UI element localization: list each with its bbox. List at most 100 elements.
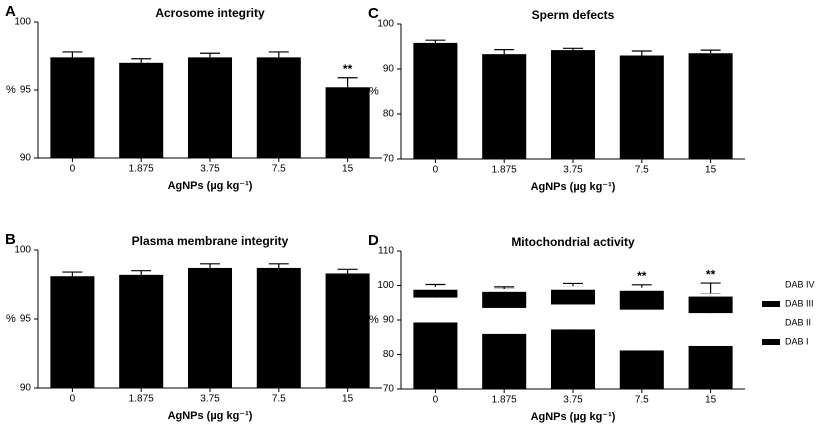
panel: C Sperm defects% AgNPs (µg kg⁻¹) 70 80 90 100 0…	[368, 5, 745, 193]
x-tick-label: 7.5	[635, 165, 649, 176]
x-tick-label: 3.75	[563, 165, 583, 176]
error-bar	[563, 47, 583, 51]
bar	[325, 87, 370, 158]
panel-letter: B	[5, 231, 16, 248]
error-bar	[200, 52, 220, 58]
error-bar	[337, 268, 358, 274]
error-bar	[200, 263, 220, 268]
bar-segment	[482, 307, 527, 334]
error-bar	[563, 282, 583, 287]
bar	[187, 57, 233, 158]
legend-swatch	[762, 282, 780, 288]
x-tick-label: 0	[70, 394, 76, 405]
bar	[50, 276, 95, 388]
panel: B Plasma membrane integrity% AgNPs (µg kg⁻…	[5, 231, 382, 422]
legend-swatch	[762, 320, 780, 326]
y-tick-label: 100	[14, 245, 31, 256]
bar-segment	[413, 297, 458, 323]
bar-segment	[413, 286, 458, 290]
y-tick-label: 90	[383, 315, 395, 326]
y-axis-label: %	[369, 85, 379, 97]
bar-segment	[482, 333, 527, 389]
bar	[256, 267, 301, 388]
x-tick-label: 0	[70, 164, 76, 175]
y-tick-label: 90	[20, 383, 32, 394]
bar-segment	[688, 296, 733, 314]
y-tick-label: 70	[383, 384, 395, 395]
y-axis-label: %	[6, 84, 16, 96]
bar	[119, 274, 164, 388]
bar-segment	[413, 289, 458, 298]
x-tick-label: 1.875	[492, 165, 517, 176]
y-tick-label: 110	[378, 246, 394, 257]
x-tick-label: 1.875	[129, 164, 154, 175]
y-tick-label: 95	[20, 314, 32, 325]
bar	[550, 50, 596, 159]
panel-letter: A	[5, 3, 16, 20]
error-bar	[131, 270, 152, 275]
bar	[619, 55, 664, 159]
error-bar	[62, 51, 83, 58]
y-tick-label: 100	[14, 17, 31, 28]
x-tick-label: 15	[705, 395, 717, 406]
legend-label: DAB I	[785, 336, 809, 346]
error-bar	[62, 271, 83, 277]
x-axis-label: AgNPs (µg kg⁻¹)	[168, 180, 253, 192]
bar-segment	[550, 289, 596, 305]
x-tick-label: 3.75	[563, 395, 583, 406]
bar	[482, 54, 527, 159]
bar-segment	[619, 287, 664, 291]
x-tick-label: 0	[433, 165, 439, 176]
x-tick-label: 1.875	[129, 394, 154, 405]
panel: D Mitochondrial activity% AgNPs (µg kg⁻¹) 7…	[368, 232, 815, 423]
x-tick-label: 15	[342, 394, 354, 405]
panel: A Acrosome integrity% AgNPs (µg kg⁻¹) 90 95 1…	[5, 3, 382, 192]
bar-segment	[550, 329, 596, 389]
chart-title: Mitochondrial activity	[511, 235, 635, 249]
legend-swatch	[762, 301, 780, 307]
x-tick-label: 0	[433, 395, 439, 406]
bar-segment	[688, 293, 733, 297]
error-bar	[631, 50, 652, 56]
error-bar	[268, 51, 289, 58]
bar	[187, 267, 233, 388]
y-tick-label: 100	[377, 19, 394, 30]
bar	[688, 53, 733, 159]
bar	[256, 57, 301, 158]
y-tick-label: 90	[20, 153, 32, 164]
y-tick-label: 70	[383, 154, 395, 165]
bar-segment	[619, 309, 664, 351]
bar	[50, 57, 95, 158]
error-bar	[700, 282, 721, 294]
chart-title: Sperm defects	[532, 8, 615, 22]
error-bar	[337, 77, 358, 88]
y-tick-label: 100	[377, 280, 394, 291]
x-tick-label: 1.875	[492, 395, 517, 406]
bar	[325, 273, 370, 388]
x-tick-label: 15	[342, 164, 354, 175]
x-tick-label: 3.75	[200, 164, 220, 175]
bar-segment	[550, 304, 596, 330]
y-tick-label: 80	[383, 109, 395, 120]
y-tick-label: 80	[383, 349, 395, 360]
error-bar	[700, 49, 721, 54]
x-tick-label: 3.75	[200, 394, 220, 405]
legend-label: DAB IV	[785, 279, 815, 289]
x-tick-label: 15	[705, 165, 717, 176]
bar-segment	[619, 290, 664, 310]
bar	[119, 62, 164, 158]
bar-segment	[688, 345, 733, 389]
error-bar	[425, 39, 446, 43]
y-axis-label: %	[369, 314, 379, 326]
annotation: **	[637, 269, 647, 283]
panel-letter: C	[368, 5, 379, 22]
error-bar	[631, 284, 652, 288]
x-axis-label: AgNPs (µg kg⁻¹)	[168, 410, 253, 422]
x-axis-label: AgNPs (µg kg⁻¹)	[531, 181, 616, 193]
legend-label: DAB II	[785, 317, 811, 327]
y-tick-label: 95	[20, 85, 32, 96]
bar-segment	[550, 286, 596, 290]
bar	[413, 42, 458, 159]
panel-letter: D	[368, 232, 379, 249]
x-axis-label: AgNPs (µg kg⁻¹)	[531, 411, 616, 423]
